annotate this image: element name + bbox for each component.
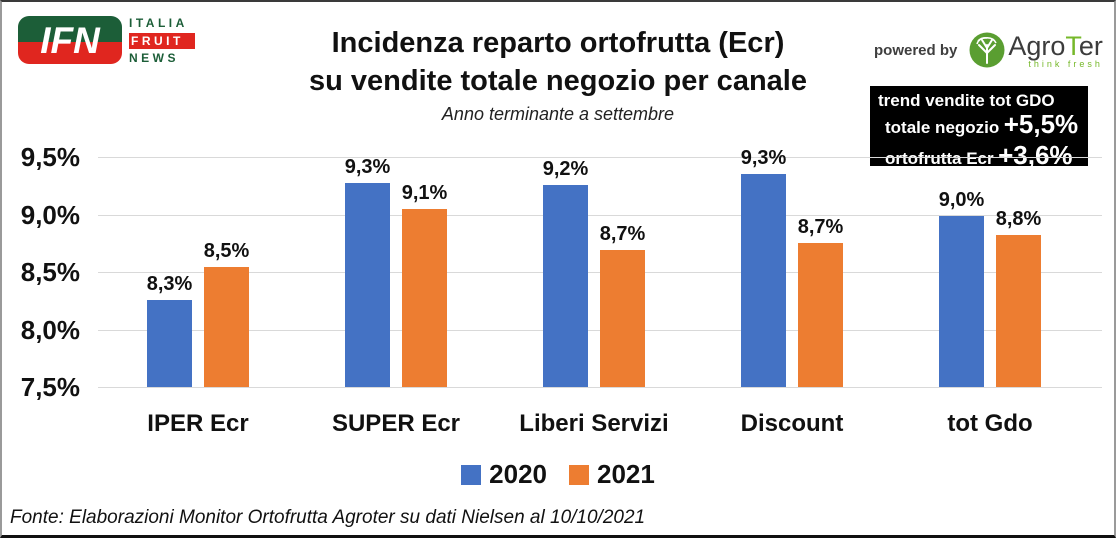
legend-swatch-2020 (461, 464, 482, 485)
bar-value-label: 9,3% (740, 147, 787, 170)
bar-value-label: 8,7% (797, 216, 844, 239)
trend-info-row-totale: totale negozio +5,5% (885, 109, 1079, 139)
category-label-SUPER Ecr: SUPER Ecr (331, 410, 461, 437)
bar-value-label: 8,7% (599, 223, 646, 246)
legend-item-2020: 2020 (461, 459, 547, 490)
bar-value-label: 9,1% (401, 181, 448, 204)
trend-info-title: trend vendite tot GDO (878, 91, 1055, 110)
powered-by-label: powered by (874, 42, 958, 59)
bar-value-label: 8,8% (995, 208, 1042, 231)
powered-by-block: powered by AgroTer think fresh (874, 32, 1104, 69)
ifn-wordmark-fruit: FRUIT (129, 33, 195, 49)
chart-subtitle: Anno terminante a settembre (441, 104, 675, 124)
category-label-Discount: Discount (740, 410, 844, 437)
bar-value-label: 9,3% (344, 156, 391, 179)
bar-2020-IPER Ecr (147, 299, 192, 387)
chart-legend: 2020 2021 (2, 459, 1114, 490)
bar-2020-SUPER Ecr (345, 183, 390, 387)
trend-info-row-ortofrutta: ortofrutta Ecr +3,6% (885, 140, 1073, 170)
agroter-wordmark: AgroTer (1008, 31, 1103, 61)
trend-ortofrutta-value: +3,6% (998, 140, 1073, 170)
agroter-tree-icon (969, 32, 1005, 68)
trend-totale-value: +5,5% (1003, 109, 1079, 139)
y-tick-label: 8,5% (20, 257, 80, 287)
bar-2020-tot Gdo (939, 215, 984, 387)
bar-2021-IPER Ecr (204, 267, 249, 387)
y-tick-label: 7,5% (20, 372, 80, 402)
bar-value-label: 9,2% (542, 157, 589, 180)
bar-2021-Discount (798, 243, 843, 387)
trend-info-box: trend vendite tot GDO totale negozio +5,… (870, 86, 1088, 168)
agroter-logo: AgroTer think fresh (969, 32, 1103, 69)
y-tick-label: 8,0% (20, 314, 80, 345)
y-tick-label: 9,5% (20, 142, 80, 172)
ifn-acronym: IFN (40, 19, 100, 61)
ifn-wordmark: ITALIA FRUIT NEWS (129, 16, 199, 66)
legend-label-2020: 2020 (489, 459, 547, 489)
bar-2021-Liberi Servizi (600, 250, 645, 387)
ifn-wordmark-news: NEWS (129, 51, 179, 65)
bar-2021-SUPER Ecr (402, 208, 447, 387)
agroter-tagline: think fresh (1028, 59, 1103, 69)
chart-title-block: Incidenza reparto ortofrutta (Ecr) su ve… (182, 24, 934, 125)
source-note: Fonte: Elaborazioni Monitor Ortofrutta A… (10, 507, 646, 528)
category-label-Liberi Servizi: Liberi Servizi (519, 410, 669, 437)
bar-value-label: 8,3% (146, 272, 193, 295)
bar-value-label: 8,5% (203, 240, 250, 263)
ifn-wordmark-italia: ITALIA (129, 16, 188, 30)
ifn-logo: IFN ITALIA FRUIT NEWS (18, 16, 199, 66)
chart-title-line2: su vendite totale negozio per canale (309, 65, 807, 97)
gridline-7,5% (98, 387, 1102, 388)
category-label-IPER Ecr: IPER Ecr (147, 410, 249, 437)
legend-label-2021: 2021 (597, 459, 655, 489)
y-tick-label: 9,0% (20, 199, 80, 230)
legend-swatch-2021 (569, 464, 589, 485)
gridline-9,0% (98, 214, 1102, 216)
bar-2021-tot Gdo (996, 235, 1041, 387)
category-label-tot Gdo: tot Gdo (947, 410, 1033, 437)
bar-value-label: 9,0% (938, 188, 985, 211)
ifn-badge: IFN (18, 16, 122, 64)
legend-item-2021: 2021 (569, 459, 655, 490)
gridline-9,5% (98, 157, 1102, 158)
chart-title-line1: Incidenza reparto ortofrutta (Ecr) (331, 27, 785, 59)
bar-2020-Discount (741, 174, 786, 387)
bar-2020-Liberi Servizi (543, 184, 588, 387)
